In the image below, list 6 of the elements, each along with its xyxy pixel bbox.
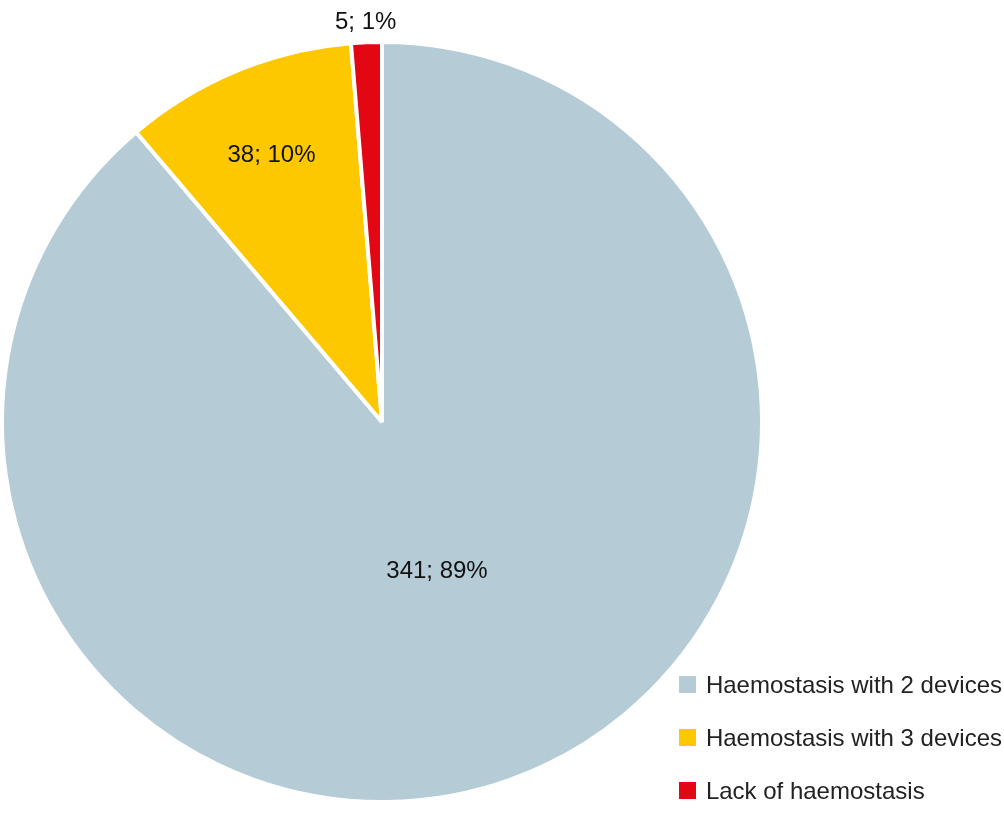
legend-label: Haemostasis with 3 devices xyxy=(705,723,1002,752)
data-label: 5; 1% xyxy=(334,6,397,34)
slice-label: Haemostasis with 2 devices xyxy=(705,670,1002,699)
data-label: 341; 89% xyxy=(386,556,488,584)
data-label: 38; 10% xyxy=(227,139,316,167)
legend-label: Lack of haemostasis xyxy=(705,776,925,805)
